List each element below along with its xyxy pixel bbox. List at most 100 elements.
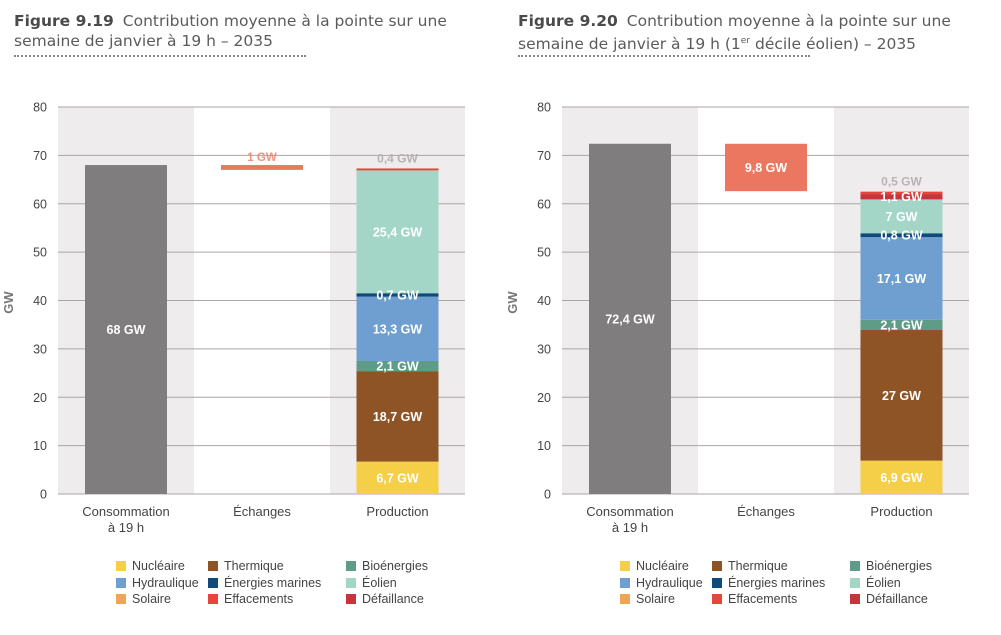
production-segment <box>860 460 943 494</box>
legend-item: Énergies marines <box>712 576 825 590</box>
legend-swatch <box>208 594 218 604</box>
production-segment-label: 6,7 GW <box>376 471 419 485</box>
legend-label: Bioénergies <box>362 559 429 573</box>
production-segment-label: 18,7 GW <box>373 410 423 424</box>
legend-item: Bioénergies <box>850 559 932 573</box>
legend-swatch <box>620 577 630 588</box>
title-divider <box>518 55 810 57</box>
legend-swatch <box>116 594 126 604</box>
legend-label: Énergies marines <box>224 575 322 590</box>
production-segment-label: 17,1 GW <box>877 272 927 286</box>
y-tick-label: 20 <box>537 391 551 405</box>
y-tick-label: 60 <box>537 197 551 211</box>
x-category-label: Production <box>366 504 428 519</box>
production-segment <box>356 371 439 462</box>
production-segment-label: 0,4 GW <box>377 151 418 165</box>
y-tick-label: 70 <box>33 149 47 163</box>
legend-swatch <box>712 577 722 588</box>
y-tick-label: 80 <box>537 101 551 115</box>
echanges-value-label: 9,8 GW <box>745 161 788 175</box>
y-tick-label: 10 <box>537 439 551 453</box>
legend-item: Défaillance <box>850 592 928 606</box>
legend-label: Défaillance <box>866 592 928 606</box>
legend-label: Solaire <box>636 592 675 606</box>
legend-swatch <box>712 561 722 571</box>
legend-item: Thermique <box>208 559 284 573</box>
y-tick-label: 50 <box>537 246 551 260</box>
figure-title: Figure 9.20 Contribution moyenne à la po… <box>518 11 988 54</box>
legend-label: Thermique <box>728 559 788 573</box>
production-segment <box>356 360 439 372</box>
title-divider <box>14 55 306 57</box>
chart-9-19: 0 10 20 30 40 50 60 70 80 GW 68 GW 1 GW 6,7 GW 18,7 G… <box>1 101 465 535</box>
legend-swatch <box>208 577 218 588</box>
production-segment <box>356 293 439 297</box>
legend-label: Solaire <box>132 592 171 606</box>
consommation-bar <box>589 143 671 494</box>
x-category-label: Échanges <box>737 504 795 519</box>
y-tick-label: 50 <box>33 246 47 260</box>
legend-label: Nucléaire <box>636 559 689 573</box>
legend-swatch <box>850 594 860 604</box>
production-segment <box>860 237 943 320</box>
legend-swatch <box>620 561 630 571</box>
legend-label: Bioénergies <box>866 559 933 573</box>
production-segment-label: 13,3 GW <box>373 322 423 336</box>
production-segment <box>860 233 943 238</box>
y-axis-label: GW <box>1 291 16 314</box>
production-segment <box>356 296 439 361</box>
legend-label: Hydraulique <box>132 575 199 590</box>
production-segment-label: 0,5 GW <box>881 175 922 189</box>
x-category-label: Échanges <box>233 504 291 519</box>
legend-label: Éolien <box>362 575 397 590</box>
figure-9-19-panel: Figure 9.19 Contribution moyenne à la po… <box>0 0 490 635</box>
production-segment <box>356 168 439 171</box>
figure-caption: Contribution moyenne à la pointe sur une… <box>14 12 447 50</box>
production-segment <box>860 191 943 195</box>
legend-item: Solaire <box>116 592 171 606</box>
y-tick-label: 0 <box>40 488 47 502</box>
production-segment-label: 1,1 GW <box>880 190 923 204</box>
figure-number: Figure 9.19 <box>14 12 114 30</box>
legend-item: Bioénergies <box>346 559 428 573</box>
legend-swatch <box>850 577 860 588</box>
production-segment-label: 2,1 GW <box>376 360 419 374</box>
production-segment-label: 25,4 GW <box>373 225 423 239</box>
production-segment-label: 2,1 GW <box>880 318 923 332</box>
figure-9-20-panel: Figure 9.20 Contribution moyenne à la po… <box>504 0 994 635</box>
legend-label: Nucléaire <box>132 559 185 573</box>
production-segment-label: 27 GW <box>882 389 921 403</box>
y-tick-label: 40 <box>33 294 47 308</box>
legend-swatch <box>620 594 630 604</box>
x-category-label: Consommation <box>586 504 673 519</box>
legend-item: Éolien <box>850 576 901 590</box>
y-tick-label: 10 <box>33 439 47 453</box>
legend-swatch <box>116 561 126 571</box>
legend-item: Solaire <box>620 592 675 606</box>
legend-item: Défaillance <box>346 592 424 606</box>
legend-swatch <box>116 577 126 588</box>
y-tick-label: 40 <box>537 294 551 308</box>
legend-label: Effacements <box>728 592 798 606</box>
legend-swatch <box>346 561 356 571</box>
y-tick-label: 20 <box>33 391 47 405</box>
x-category-label: Production <box>870 504 932 519</box>
legend-label: Hydraulique <box>636 575 703 590</box>
legend-item: Nucléaire <box>116 559 185 573</box>
production-segment <box>860 319 943 331</box>
y-tick-label: 60 <box>33 197 47 211</box>
figure-number: Figure 9.20 <box>518 12 618 30</box>
figure-caption: Contribution moyenne à la pointe sur une… <box>518 12 951 54</box>
production-segment <box>860 194 943 200</box>
legend-label: Thermique <box>224 559 284 573</box>
legend-item: Énergies marines <box>208 576 321 590</box>
y-tick-label: 70 <box>537 149 551 163</box>
legend-item: Éolien <box>346 576 397 590</box>
legend-label: Éolien <box>866 575 901 590</box>
legend-swatch <box>712 594 722 604</box>
legend-swatch <box>346 577 356 588</box>
x-category-label: Consommation <box>82 504 169 519</box>
legend-label: Défaillance <box>362 592 424 606</box>
consommation-bar <box>85 165 167 495</box>
legend-item: Effacements <box>208 592 293 606</box>
